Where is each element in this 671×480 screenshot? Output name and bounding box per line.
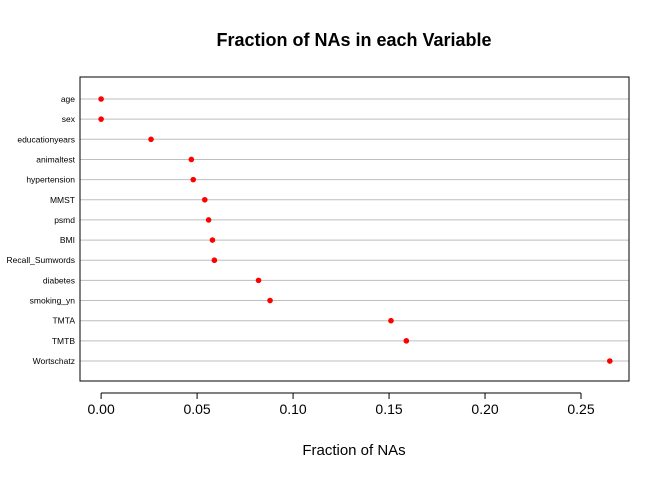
y-tick-label: animaltest bbox=[36, 154, 75, 164]
data-point bbox=[188, 156, 195, 163]
y-tick-labels: age sex educationyears animaltest hypertensi… bbox=[7, 94, 76, 366]
y-tick-label: Recall_Sumwords bbox=[7, 255, 76, 265]
x-axis: 0.00 0.05 0.10 0.15 0.20 0.25 bbox=[87, 392, 595, 417]
x-tick-label: 0.05 bbox=[183, 401, 210, 417]
y-tick-label: smoking_yn bbox=[30, 296, 76, 306]
x-tick-label: 0.20 bbox=[471, 401, 498, 417]
data-point bbox=[211, 257, 218, 264]
y-tick-label: educationyears bbox=[17, 134, 75, 144]
y-tick-label: psmd bbox=[54, 215, 75, 225]
y-tick-label: age bbox=[61, 94, 75, 104]
x-tick-label: 0.10 bbox=[279, 401, 306, 417]
data-point bbox=[98, 116, 104, 122]
data-point bbox=[255, 277, 262, 284]
data-point bbox=[98, 96, 104, 102]
y-tick-label: Wortschatz bbox=[33, 356, 75, 366]
y-tick-label: BMI bbox=[60, 235, 75, 245]
y-tick-label: TMTA bbox=[52, 316, 75, 326]
grid-lines bbox=[80, 98, 629, 362]
y-tick-label: TMTB bbox=[52, 336, 75, 346]
data-points bbox=[98, 96, 613, 364]
x-tick-label: 0.00 bbox=[87, 401, 114, 417]
data-point bbox=[607, 358, 613, 364]
chart-title: Fraction of NAs in each Variable bbox=[216, 30, 491, 50]
data-point bbox=[403, 338, 410, 344]
x-tick-label: 0.15 bbox=[375, 401, 402, 417]
y-tick-label: MMST bbox=[50, 195, 75, 205]
y-tick-label: diabetes bbox=[43, 275, 75, 285]
data-point bbox=[388, 317, 394, 324]
y-tick-label: hypertension bbox=[26, 175, 75, 185]
data-point bbox=[190, 176, 197, 183]
data-point bbox=[201, 196, 208, 203]
data-point bbox=[148, 136, 154, 143]
x-axis-label: Fraction of NAs bbox=[302, 442, 405, 459]
plot-frame bbox=[79, 76, 630, 382]
data-point bbox=[267, 297, 273, 304]
data-point bbox=[205, 217, 212, 223]
y-tick-label: sex bbox=[62, 114, 76, 124]
x-tick-label: 0.25 bbox=[567, 401, 594, 417]
data-point bbox=[209, 237, 216, 243]
